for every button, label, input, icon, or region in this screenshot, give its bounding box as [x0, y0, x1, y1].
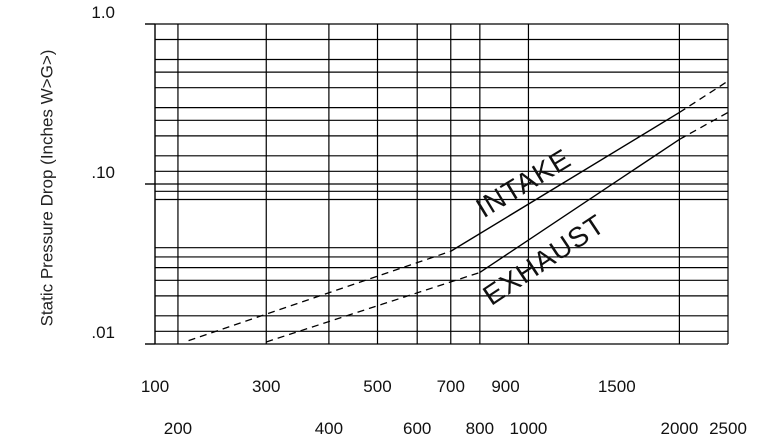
x-tick-label: 2500 — [709, 419, 747, 438]
labels: 1.0 .10 .01 100 300 500 700 900 1500 200 400 600 800… — [91, 3, 747, 438]
x-tick-label: 2000 — [660, 419, 698, 438]
y-axis-title: Static Pressure Drop (Inches W>G>) — [37, 50, 56, 327]
series-lines — [188, 80, 729, 343]
grid — [155, 23, 729, 345]
x-tick-label: 800 — [466, 419, 494, 438]
x-tick-label: 100 — [141, 377, 169, 396]
x-tick-label: 300 — [252, 377, 280, 396]
x-tick-label: 400 — [315, 419, 343, 438]
x-tick-label: 600 — [403, 419, 431, 438]
y-tick-label: .10 — [91, 163, 115, 182]
series-intake — [188, 80, 729, 342]
x-tick-label: 1500 — [598, 377, 636, 396]
x-tick-label: 200 — [164, 419, 192, 438]
series-solid-line — [450, 111, 680, 252]
series-solid-line — [479, 138, 680, 274]
x-tick-label: 500 — [363, 377, 391, 396]
x-tick-label: 1000 — [510, 419, 548, 438]
series-dashed-start — [188, 250, 451, 342]
series-dashed-start — [266, 271, 481, 343]
series-exhaust — [266, 111, 729, 343]
series-label-intake: INTAKE — [471, 143, 577, 224]
series-dashed-end — [679, 111, 729, 140]
y-tick-label: 1.0 — [91, 3, 115, 22]
y-tick-label: .01 — [91, 323, 115, 342]
x-tick-label: 900 — [491, 377, 519, 396]
axes — [145, 23, 156, 345]
x-tick-label: 700 — [437, 377, 465, 396]
series-dashed-end — [679, 80, 729, 114]
